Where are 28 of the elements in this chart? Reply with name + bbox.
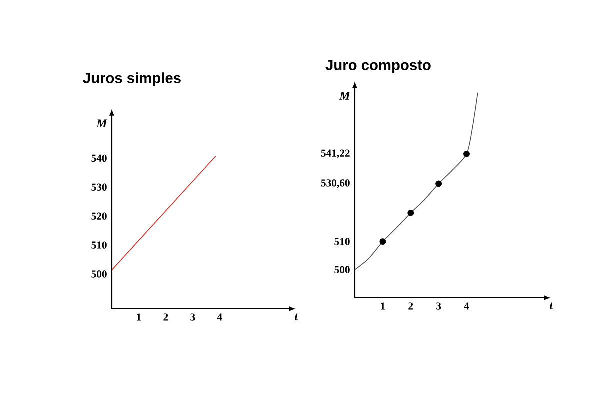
- point: [408, 210, 414, 216]
- x-tick-label: 2: [164, 314, 168, 321]
- y-tick-label: 500: [334, 266, 350, 274]
- y-tick-label: 510: [334, 238, 350, 246]
- point: [380, 238, 386, 246]
- x-tick-label: 2: [408, 302, 414, 310]
- chart-title: Juros simples: [83, 72, 181, 86]
- y-tick-label: 541,22: [321, 150, 350, 158]
- y-tick-label: 500: [92, 270, 107, 278]
- x-axis-title: t: [295, 314, 298, 321]
- y-axis-title: M: [96, 120, 108, 128]
- y-tick-label: 540: [92, 154, 107, 162]
- y-axis-title: M: [339, 92, 351, 100]
- point: [436, 180, 442, 188]
- x-tick-label: 4: [464, 302, 470, 310]
- x-tick-label: 3: [190, 314, 196, 321]
- x-tick-label: 1: [381, 302, 386, 310]
- x-axis-title: t: [550, 302, 554, 310]
- line-series: [354, 92, 478, 270]
- x-tick-label: 1: [137, 314, 142, 321]
- y-tick-label: 510: [92, 242, 107, 249]
- chart-title: Juro composto: [326, 60, 431, 74]
- y-tick-label: 530,60: [321, 180, 350, 188]
- y-tick-label: 530: [92, 184, 107, 191]
- x-tick-label: 4: [217, 314, 222, 321]
- x-tick-label: 3: [436, 302, 442, 310]
- point: [464, 150, 470, 158]
- y-tick-label: 520: [92, 212, 107, 220]
